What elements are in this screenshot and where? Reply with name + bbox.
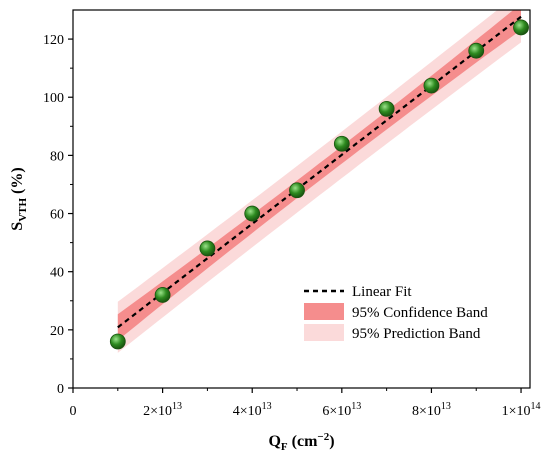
x-tick-label: 4×1013 [233,401,272,419]
bands-layer [117,10,521,353]
data-point [244,205,261,222]
x-axis-title: QF (cm−2) [268,431,334,453]
legend: Linear Fit 95% Confidence Band 95% Predi… [304,284,488,342]
y-tick-label: 80 [50,149,64,164]
data-point [154,287,171,303]
data-point [468,42,485,59]
x-tick-label: 8×1013 [412,401,451,419]
x-axis-title-superscript: −2 [317,431,329,443]
y-tick-label: 40 [50,266,64,281]
x-tick-label: 0 [70,404,77,419]
x-axis-title-main: Q [268,433,280,450]
x-tick-label: 1×1014 [502,401,541,419]
y-tick-label: 20 [50,324,64,339]
legend-label-linear-fit: Linear Fit [352,284,412,300]
y-axis-title-main: S [9,222,26,231]
data-point [423,77,440,94]
x-axis-title-unit-open: (cm [288,433,318,450]
x-axis-title-subscript: F [281,441,288,453]
legend-prediction-swatch [304,324,344,341]
legend-label-prediction-band: 95% Prediction Band [352,326,481,342]
y-axis: 0 20 40 60 80 100 120 [43,33,73,397]
y-axis-title-unit: (%) [9,167,26,198]
legend-confidence-swatch [304,303,344,320]
y-tick-label: 0 [57,382,64,397]
x-tick-label: 2×1013 [143,401,182,419]
data-point [513,19,529,36]
y-axis-title: SVTH (%) [9,167,29,230]
y-tick-label: 60 [50,208,64,223]
data-point [289,182,305,199]
data-point [333,135,350,152]
linear-fit-line [117,15,522,329]
x-axis: 0 2×1013 4×1013 6×1013 8×1013 1×1014 [70,388,541,419]
y-tick-label: 100 [43,91,64,106]
x-tick-label: 6×1013 [322,401,361,419]
data-point [199,240,216,257]
data-point [378,100,395,117]
data-points-layer [109,19,529,350]
y-tick-label: 120 [43,33,64,48]
data-point [109,333,126,350]
legend-label-confidence-band: 95% Confidence Band [352,305,488,321]
x-axis-title-unit-close: ) [329,433,334,450]
y-axis-title-subscript: VTH [17,198,29,222]
confidence-band [117,10,521,341]
plot-area-frame [72,9,531,389]
